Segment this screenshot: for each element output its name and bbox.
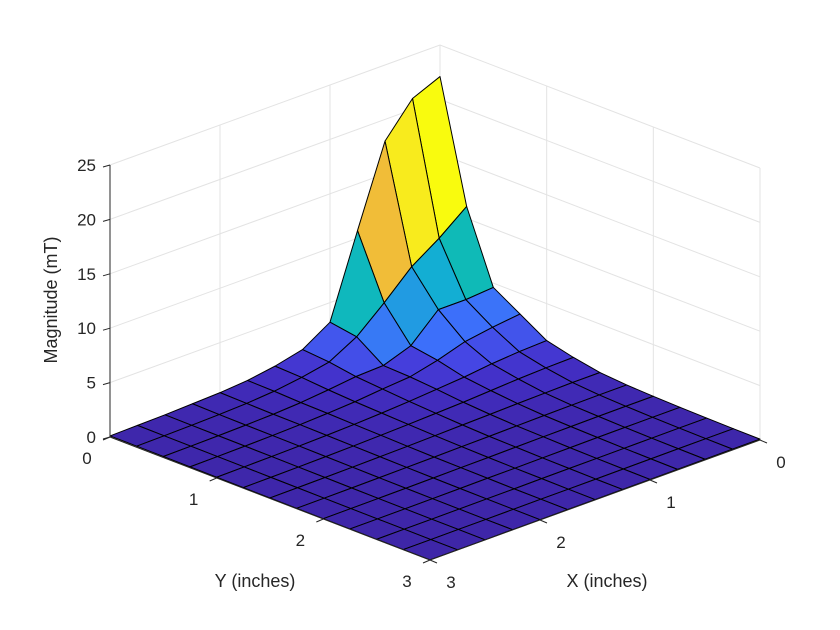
y-tick	[316, 518, 324, 523]
x-tick-label: 0	[776, 453, 785, 472]
surface-mesh	[109, 76, 761, 561]
x-tick	[429, 559, 438, 564]
tick-labels: 0 5 10 15 20 25 0 1 2 3 0 1 2 3	[77, 156, 786, 592]
z-tick	[102, 327, 111, 331]
x-tick	[759, 439, 768, 444]
z-axis-label: Magnitude (mT)	[41, 236, 61, 363]
z-tick	[102, 218, 111, 222]
x-tick-label: 1	[666, 493, 675, 512]
z-tick	[102, 382, 111, 386]
y-tick-label: 3	[402, 572, 411, 591]
z-tick-label: 20	[77, 210, 96, 229]
y-tick	[209, 477, 217, 482]
x-tick	[649, 479, 658, 484]
y-axis-label: Y (inches)	[215, 571, 296, 591]
z-tick	[102, 273, 111, 277]
x-axis-line	[429, 439, 761, 561]
y-tick	[102, 436, 111, 441]
y-tick-label: 1	[189, 490, 198, 509]
x-tick	[539, 519, 548, 524]
z-tick-label: 25	[77, 156, 96, 175]
z-tick-label: 15	[77, 265, 96, 284]
y-tick	[422, 559, 431, 564]
y-tick-label: 0	[82, 449, 91, 468]
z-tick-label: 10	[77, 319, 96, 338]
x-tick-label: 2	[556, 533, 565, 552]
y-tick-label: 2	[296, 531, 305, 550]
z-tick-label: 0	[87, 428, 96, 447]
x-tick-label: 3	[446, 573, 455, 592]
z-tick-label: 5	[87, 374, 96, 393]
x-axis-label: X (inches)	[566, 571, 647, 591]
y-axis-line	[109, 436, 431, 561]
axes-lines	[102, 164, 768, 564]
z-tick	[102, 164, 111, 168]
